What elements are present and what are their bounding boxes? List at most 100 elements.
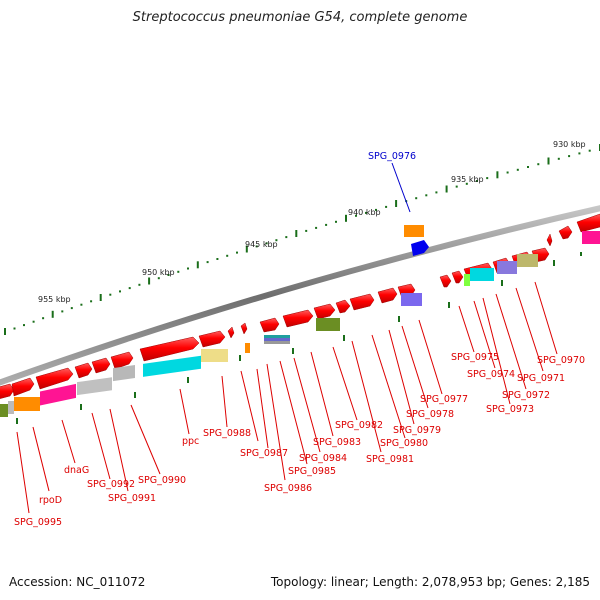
gene-label: SPG_0975 — [451, 352, 499, 363]
scale-tick — [365, 211, 367, 214]
gene-arrow — [74, 362, 93, 379]
cog-box — [8, 401, 14, 414]
scale-tick — [148, 277, 151, 285]
scale-tick — [537, 163, 540, 166]
cog-box — [582, 231, 600, 244]
gene-arrow — [110, 351, 134, 370]
gene-label-highlight: SPG_0976 — [368, 151, 416, 162]
gene-label: SPG_0983 — [313, 437, 361, 448]
gene-label: SPG_0981 — [366, 454, 414, 465]
scale-tick — [547, 157, 550, 165]
scale-tick — [255, 245, 258, 248]
gene-arrow — [11, 377, 35, 397]
scale-ticks — [4, 144, 600, 335]
gene-label: SPG_0974 — [467, 369, 515, 380]
gene-label: SPG_0987 — [240, 448, 288, 459]
accession-text: Accession: NC_011072 — [9, 575, 146, 589]
scale-tick — [305, 229, 308, 232]
gene-label: ppc — [182, 436, 199, 447]
gene-label: SPG_0986 — [264, 483, 312, 494]
kbp-label: 945 kbp — [245, 240, 278, 249]
scale-tick — [51, 310, 54, 318]
scale-tick — [61, 310, 64, 313]
scale-tick — [90, 300, 93, 303]
scale-tick — [119, 290, 121, 293]
scale-tick — [415, 197, 418, 200]
kbp-label: 930 kbp — [553, 140, 586, 149]
cog-box — [113, 365, 135, 382]
scale-tick — [70, 307, 73, 310]
scale-tick — [196, 261, 199, 269]
gene-label: SPG_0992 — [87, 479, 135, 490]
scale-tick — [109, 293, 112, 296]
scale-tick — [455, 185, 458, 188]
gene-label: SPG_0984 — [299, 453, 347, 464]
cog-box — [264, 335, 290, 338]
scale-tick — [578, 152, 581, 155]
gene-arrow — [558, 225, 573, 240]
scale-tick — [325, 223, 328, 226]
scale-tick — [206, 261, 209, 264]
gene-label: SPG_0971 — [517, 373, 565, 384]
cog-box — [497, 261, 517, 274]
scale-tick — [187, 267, 189, 270]
scale-tick — [295, 230, 298, 237]
gene-label: dnaG — [64, 465, 89, 476]
scale-tick — [167, 274, 170, 276]
gene-label: SPG_0985 — [288, 466, 336, 477]
scale-tick — [275, 239, 278, 242]
gene-label: SPG_0982 — [335, 420, 383, 431]
gene-label: SPG_0995 — [14, 517, 62, 528]
scale-tick — [32, 320, 35, 323]
scale-tick — [265, 242, 268, 245]
scale-tick — [99, 294, 102, 301]
scale-tick — [138, 283, 141, 286]
gene-label: SPG_0980 — [380, 438, 428, 449]
highlight-gene-arrow — [411, 240, 429, 256]
gene-arrow — [0, 383, 15, 399]
scale-tick — [157, 277, 160, 280]
scale-tick — [335, 220, 337, 223]
kbp-label: 935 kbp — [451, 175, 484, 184]
cog-box — [0, 404, 8, 417]
scale-tick — [527, 166, 529, 168]
cog-box — [464, 274, 470, 286]
gene-arrow — [240, 322, 248, 335]
cog-box — [201, 349, 228, 362]
cog-box — [316, 318, 340, 331]
cog-box — [264, 341, 290, 344]
highlight-leader-line — [391, 162, 411, 213]
scale-tick — [557, 157, 560, 160]
scale-tick — [496, 171, 499, 179]
scale-tick — [425, 194, 428, 197]
scale-tick — [13, 327, 16, 330]
gene-arrow — [35, 367, 74, 390]
gene-label: SPG_0972 — [502, 390, 550, 401]
lower-ticks — [16, 252, 582, 424]
gene-arrow — [335, 299, 351, 314]
gene-label: rpoD — [39, 495, 62, 506]
gene-arrow — [439, 274, 452, 288]
scale-tick — [128, 287, 131, 290]
scale-tick — [226, 254, 229, 257]
scale-tick — [486, 177, 489, 180]
scale-labels: 930 kbp 935 kbp 940 kbp 945 kbp 950 kbp … — [38, 140, 586, 304]
gene-label: SPG_0990 — [138, 475, 186, 486]
scale-tick — [506, 171, 509, 174]
scale-tick — [476, 180, 478, 182]
scale-tick — [4, 328, 6, 335]
kbp-label: 940 kbp — [348, 208, 381, 217]
gene-arrow — [451, 270, 464, 284]
cog-box — [245, 343, 250, 353]
highlight-gene-box — [404, 225, 424, 237]
gene-arrow — [377, 287, 398, 304]
gene-label: SPG_0970 — [537, 355, 585, 366]
label-leader-lines — [16, 281, 558, 514]
cog-box — [264, 338, 290, 341]
gene-arrow — [546, 233, 553, 247]
scale-tick — [345, 214, 347, 222]
scale-tick — [42, 317, 45, 320]
scale-tick — [385, 205, 388, 208]
gene-label: SPG_0977 — [420, 394, 468, 405]
